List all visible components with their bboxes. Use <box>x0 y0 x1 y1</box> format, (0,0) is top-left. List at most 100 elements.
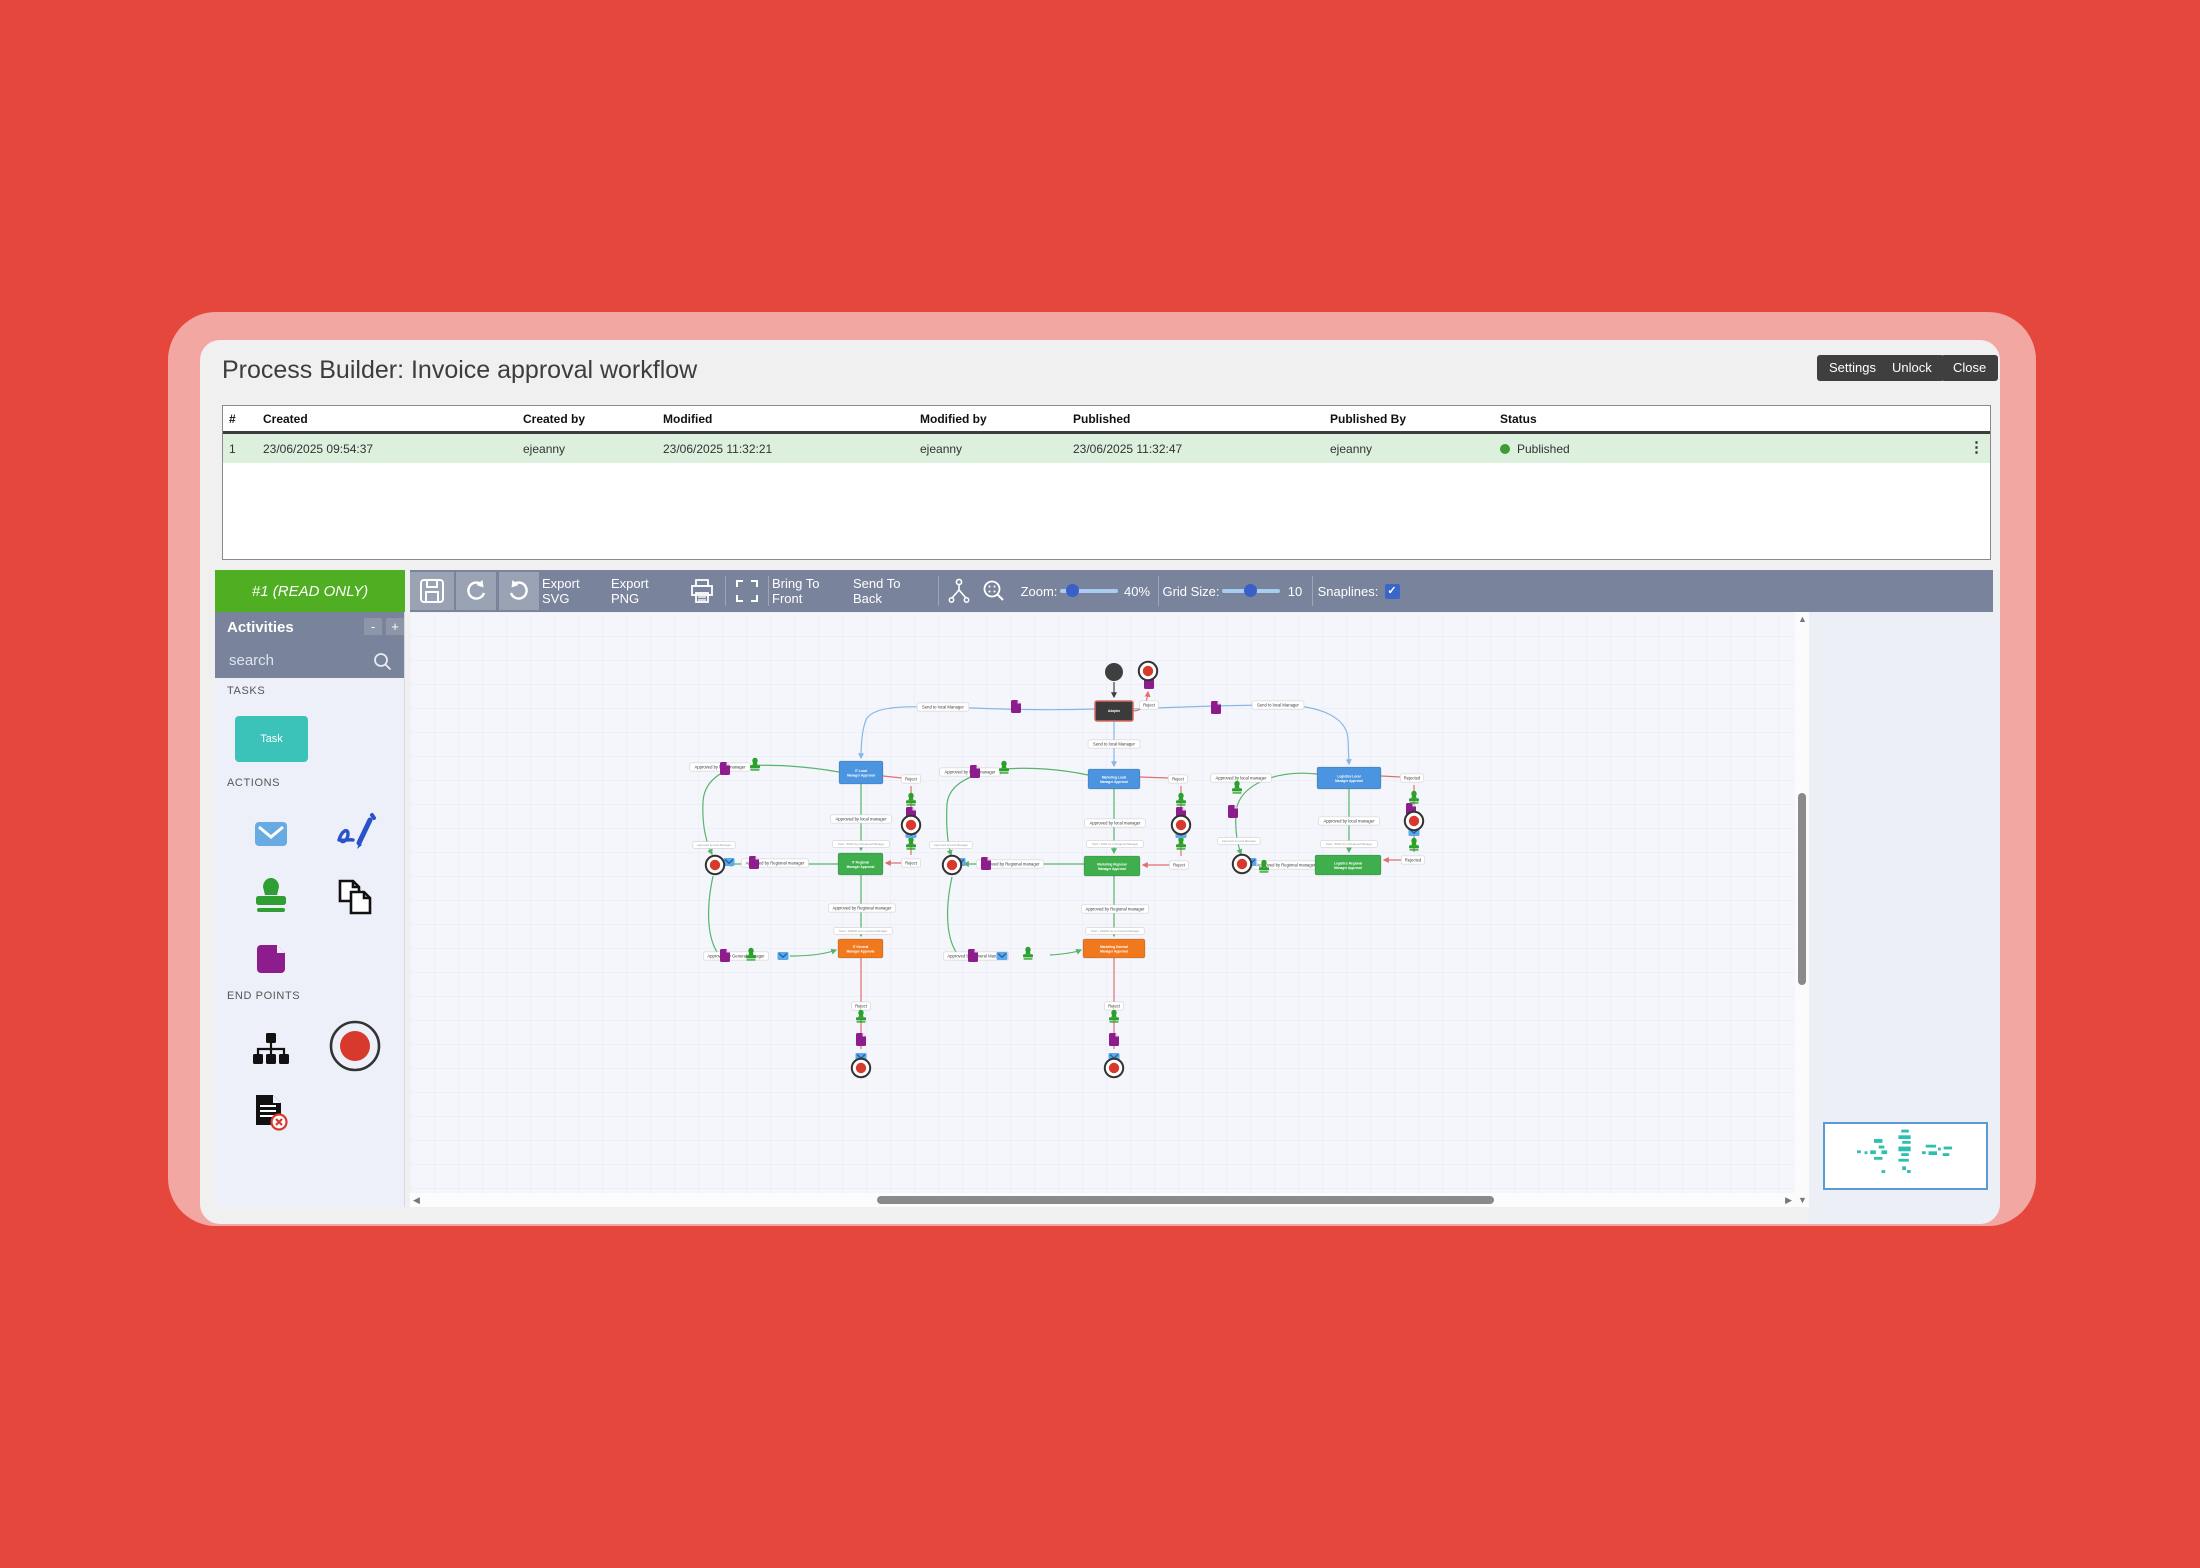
minimap-mark <box>1943 1146 1953 1150</box>
flow-node[interactable] <box>1314 854 1382 876</box>
doc-icon[interactable] <box>981 857 991 870</box>
end-node[interactable] <box>1103 1057 1125 1079</box>
edge-label-text: Rejected <box>1404 776 1421 781</box>
flow-edge <box>702 764 840 856</box>
scroll-down-icon[interactable]: ▼ <box>1798 1195 1807 1205</box>
edge-label <box>916 702 970 712</box>
minimap-mark <box>1925 1144 1937 1148</box>
horizontal-scroll-thumb[interactable] <box>877 1196 1494 1204</box>
settings-button[interactable]: Settings <box>1817 355 1888 381</box>
end-node[interactable] <box>1170 814 1192 836</box>
redo-icon <box>509 580 528 600</box>
end-record-endpoint-icon[interactable] <box>327 1018 383 1074</box>
doc-icon[interactable] <box>968 949 978 962</box>
minimap-mark <box>1928 1151 1938 1156</box>
edge-label-text: Approved by local manager <box>1090 821 1142 826</box>
signature-action-icon[interactable] <box>335 812 377 854</box>
print-button[interactable] <box>686 570 718 612</box>
page-title: Process Builder: Invoice approval workfl… <box>222 356 698 384</box>
flow-node[interactable] <box>1316 766 1382 790</box>
export-svg-button[interactable]: Export SVG <box>542 576 580 606</box>
end-node[interactable] <box>850 1057 872 1079</box>
minimap-preview <box>1857 1129 1953 1173</box>
doc-icon[interactable] <box>1211 701 1221 714</box>
search-input[interactable] <box>227 651 361 670</box>
doc-icon[interactable] <box>1011 700 1021 713</box>
status-text: Published <box>1517 441 1570 456</box>
hierarchy-endpoint-icon[interactable] <box>252 1032 290 1066</box>
activities-panel: Activities - + TASKS Task ACTIONS <box>215 612 405 1207</box>
doc-icon[interactable] <box>970 765 980 778</box>
scroll-up-icon[interactable]: ▲ <box>1798 614 1807 624</box>
zoom-slider-thumb[interactable] <box>1066 584 1079 597</box>
save-button[interactable] <box>410 572 454 610</box>
table-row[interactable]: 1 23/06/2025 09:54:37 ejeanny 23/06/2025… <box>223 434 1990 463</box>
flow-node[interactable] <box>1094 700 1134 722</box>
document-action-icon[interactable] <box>255 945 287 973</box>
redo-button[interactable] <box>499 572 539 610</box>
flow-node[interactable] <box>1083 855 1141 877</box>
status-dot-icon <box>1500 443 1510 454</box>
stamp-icon[interactable] <box>1023 946 1033 960</box>
export-png-button[interactable]: Export PNG <box>611 576 649 606</box>
cell-created-by: ejeanny <box>523 441 566 456</box>
toolbar-separator <box>1158 576 1159 606</box>
row-menu-icon[interactable]: ⋮ <box>1969 439 1984 456</box>
end-node[interactable] <box>900 814 922 836</box>
scroll-left-icon[interactable]: ◀ <box>413 1195 420 1205</box>
edge-label-text: Send to local Manager <box>922 705 965 710</box>
add-activity-button[interactable]: + <box>386 618 404 635</box>
send-to-back-button[interactable]: Send To Back <box>853 576 901 606</box>
diagram-toolbar: Export SVG Export PNG Bring To Front Sen… <box>410 570 1993 612</box>
doc-icon[interactable] <box>720 949 730 962</box>
doc-icon[interactable] <box>1109 1033 1119 1046</box>
minimap[interactable] <box>1823 1122 1988 1190</box>
grid-slider-thumb[interactable] <box>1244 584 1257 597</box>
doc-icon[interactable] <box>856 1033 866 1046</box>
end-node[interactable] <box>704 854 726 876</box>
grid-size-slider[interactable] <box>1222 570 1280 612</box>
horizontal-scrollbar[interactable]: ◀ ▶ <box>410 1193 1795 1207</box>
workflow-diagram: Send to local Manager Send to local Manag… <box>689 660 1425 1079</box>
cell-created: 23/06/2025 09:54:37 <box>263 441 374 456</box>
end-node[interactable] <box>1403 810 1425 832</box>
start-node[interactable] <box>1105 663 1123 681</box>
split-tool-button[interactable] <box>944 570 974 612</box>
end-node[interactable] <box>1137 660 1159 682</box>
vertical-scroll-thumb[interactable] <box>1798 793 1806 985</box>
copy-action-icon[interactable] <box>337 878 375 916</box>
undo-button[interactable] <box>456 572 496 610</box>
unlock-button[interactable]: Unlock <box>1880 355 1944 381</box>
snaplines-checkbox[interactable]: ✓ <box>1382 570 1402 612</box>
toolbar-separator <box>725 576 726 606</box>
flow-node[interactable] <box>1082 938 1146 959</box>
stamp-icon[interactable] <box>750 757 760 771</box>
fit-view-button[interactable] <box>730 570 764 612</box>
flow-node[interactable] <box>838 760 884 785</box>
scroll-right-icon[interactable]: ▶ <box>1785 1195 1792 1205</box>
end-node[interactable] <box>941 854 963 876</box>
collapse-panel-button[interactable]: - <box>364 618 382 635</box>
close-button[interactable]: Close <box>1941 355 1999 381</box>
flow-node[interactable] <box>837 938 884 959</box>
task-palette-item[interactable]: Task <box>235 716 308 762</box>
vertical-scrollbar[interactable]: ▲ ▼ <box>1795 612 1809 1207</box>
edge-label-text: Reject <box>905 777 918 782</box>
edge-label <box>830 814 892 824</box>
cancel-document-endpoint-icon[interactable] <box>253 1093 289 1131</box>
bring-to-front-button[interactable]: Bring To Front <box>772 576 820 606</box>
doc-icon[interactable] <box>749 856 759 869</box>
stamp-icon[interactable] <box>1232 780 1242 794</box>
flow-node[interactable] <box>837 852 884 876</box>
envelope-icon[interactable] <box>776 951 790 961</box>
stamp-action-icon[interactable] <box>253 877 289 915</box>
zoom-select-button[interactable] <box>978 570 1010 612</box>
email-action-icon[interactable] <box>255 822 287 846</box>
zoom-slider[interactable] <box>1060 570 1118 612</box>
flow-node[interactable] <box>1087 768 1141 790</box>
version-readonly-button[interactable]: #1 (READ ONLY) <box>215 570 405 612</box>
envelope-icon[interactable] <box>995 951 1009 961</box>
diagram-canvas[interactable]: Send to local Manager Send to local Manag… <box>410 612 1795 1207</box>
end-node[interactable] <box>1231 853 1253 875</box>
minimap-mark <box>1901 1129 1909 1133</box>
